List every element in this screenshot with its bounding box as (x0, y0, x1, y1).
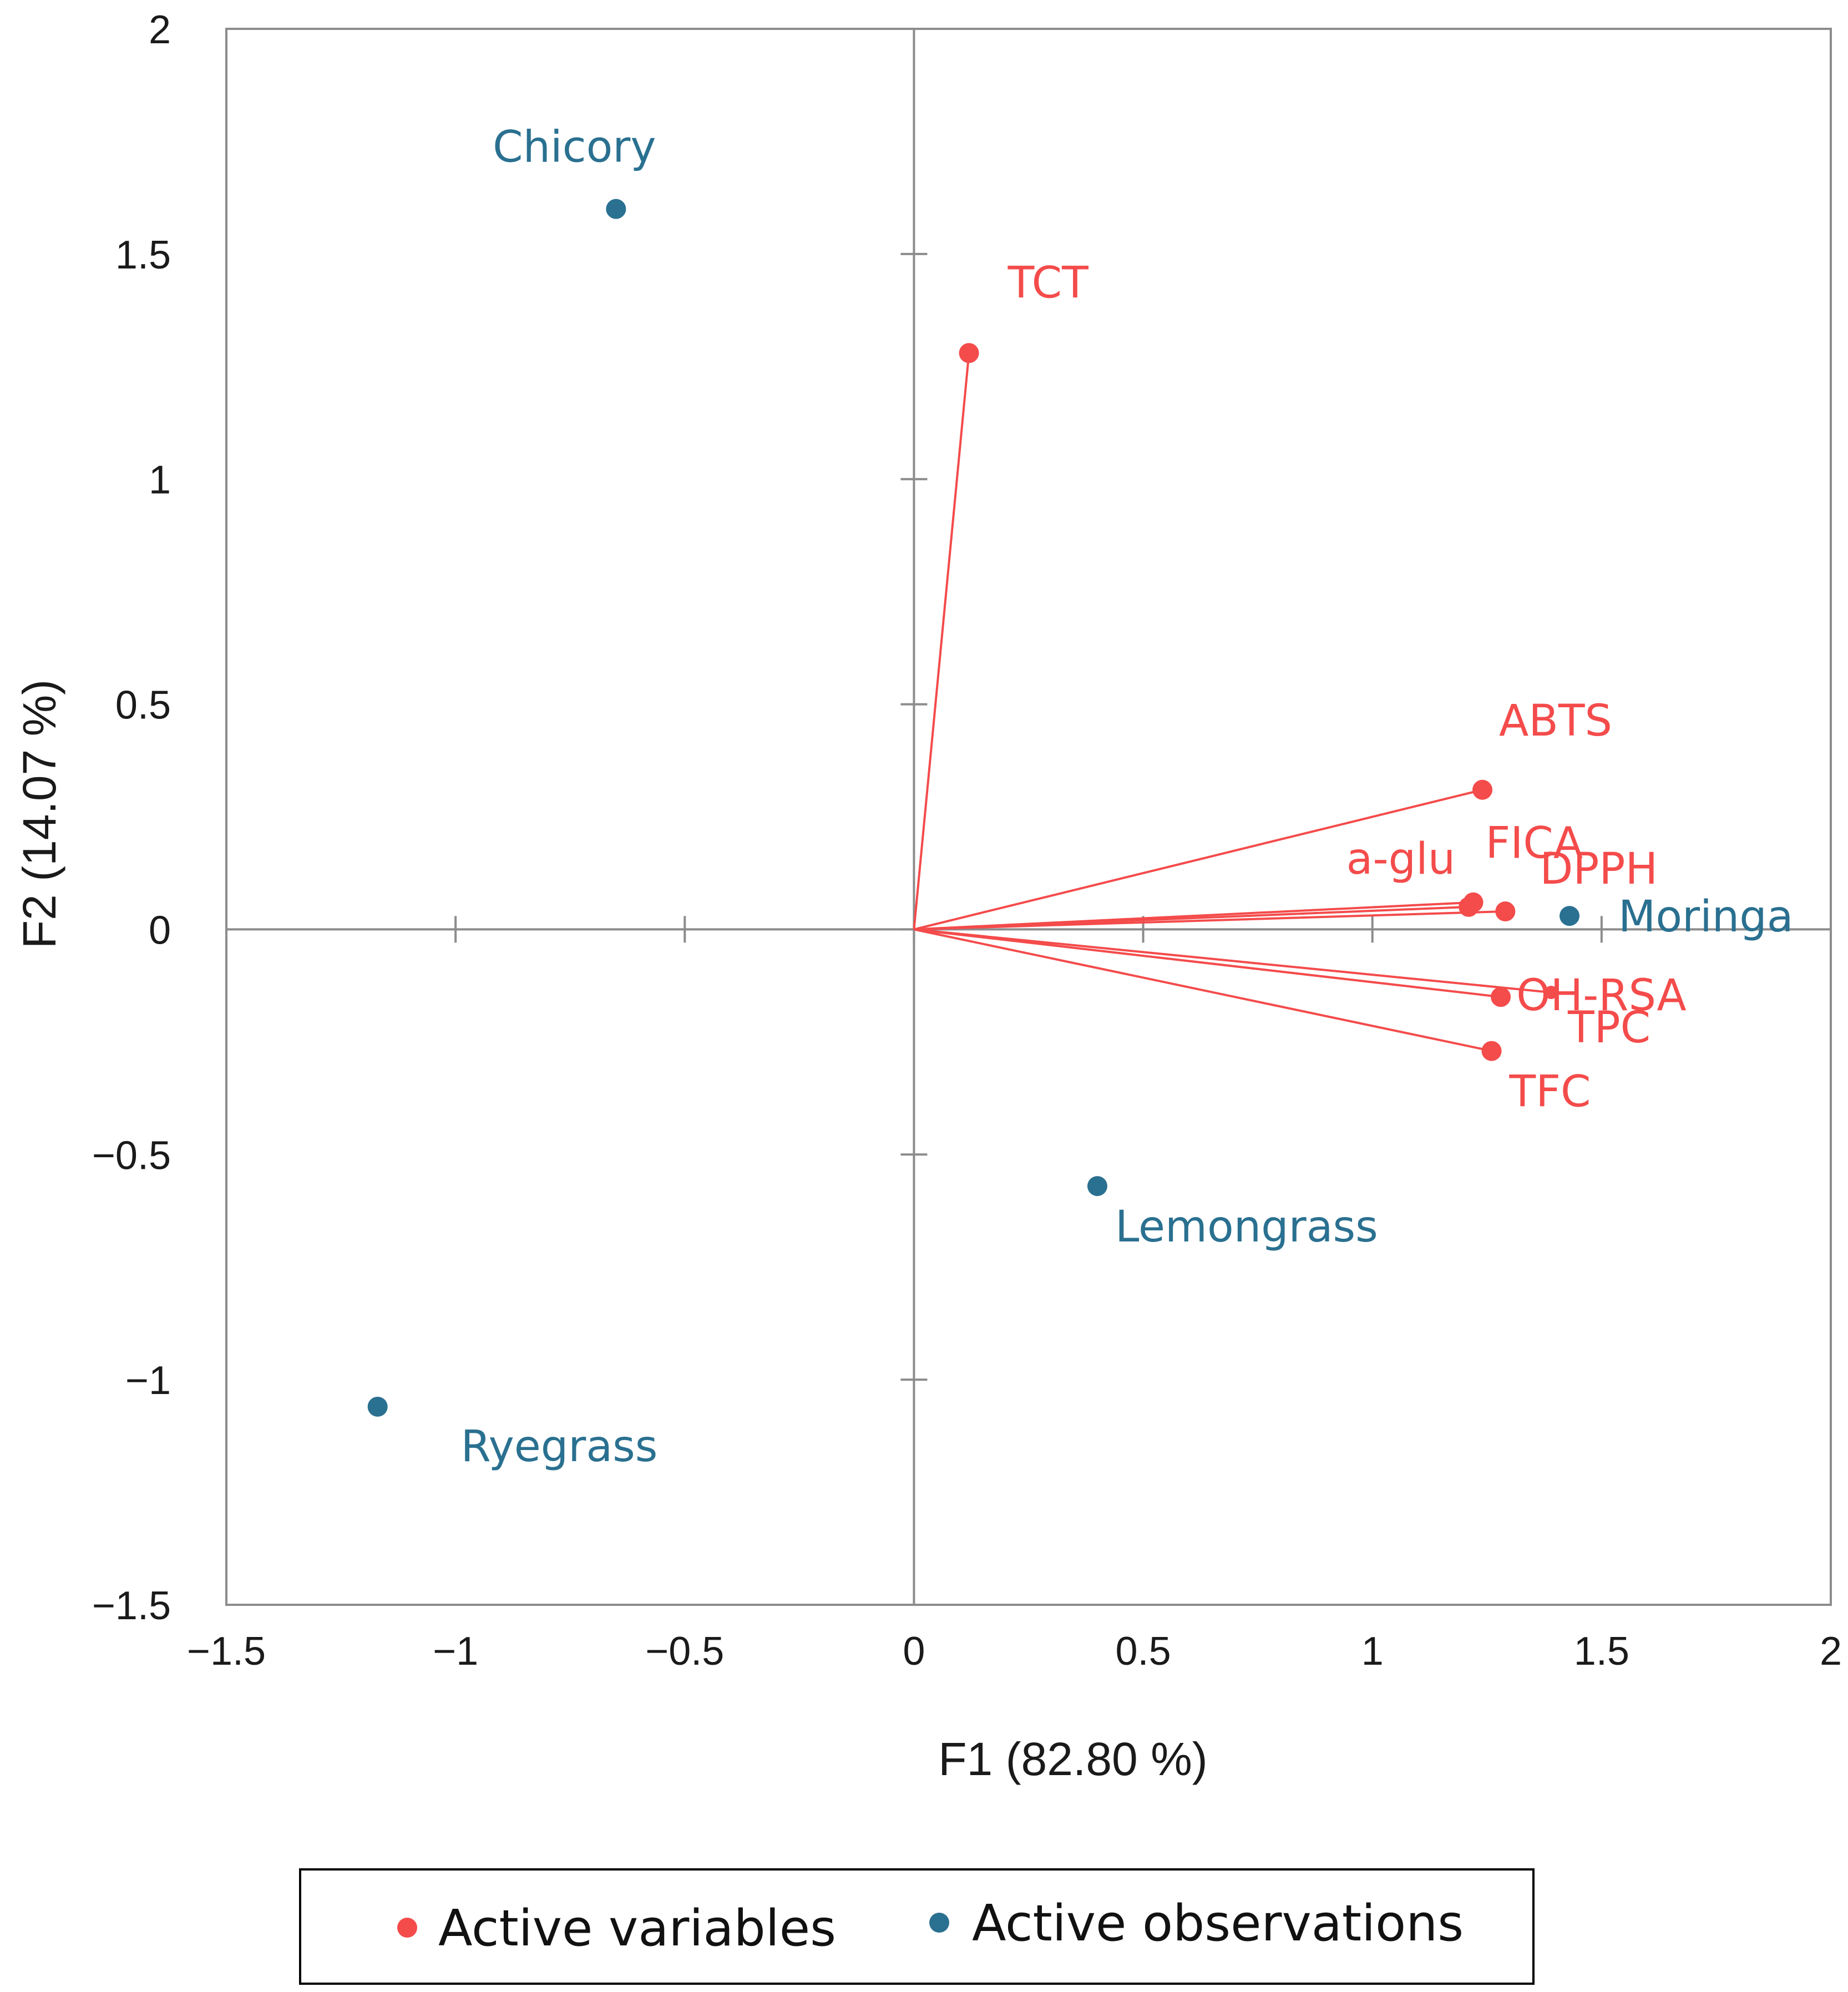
variable-point-tpc (1544, 986, 1558, 1000)
legend-marker-variables (397, 1918, 417, 1938)
x-tick-label: −0.5 (645, 1629, 724, 1674)
legend-label-variables: Active variables (438, 1899, 836, 1958)
label-lemongrass: Lemongrass (1115, 1202, 1378, 1252)
legend: Active variables Active observations (299, 1868, 1535, 1985)
vector-oh-rsa (914, 928, 1501, 998)
data-points (367, 199, 1580, 1417)
variable-point-tfc (1481, 1041, 1502, 1061)
y-tick-label: 1.5 (115, 233, 171, 277)
legend-box (299, 1868, 1535, 1985)
vector-tpc (914, 928, 1552, 994)
y-tick-label: 0.5 (115, 683, 171, 728)
variable-point-oh-rsa (1491, 987, 1511, 1007)
label-moringa: Moringa (1618, 892, 1794, 942)
y-tick-label: −1 (125, 1359, 171, 1403)
plot-frame (225, 28, 1832, 1606)
y-axis-title: F2 (14.07 %) (13, 680, 65, 949)
label-abts: ABTS (1499, 696, 1612, 746)
y-tick-label: −0.5 (92, 1133, 171, 1178)
legend-marker-observations (929, 1913, 949, 1933)
plot-area (225, 28, 1832, 1606)
y-tick-label: 2 (149, 8, 171, 52)
y-tick-label: −1.5 (92, 1584, 171, 1628)
variable-vectors (913, 353, 1552, 1052)
label-chicory: Chicory (493, 123, 656, 173)
label-oh-rsa: OH-RSA (1516, 971, 1687, 1021)
observation-point-chicory (606, 199, 626, 219)
y-tick-label: 1 (149, 458, 171, 503)
vector-tfc (914, 928, 1492, 1052)
x-tick-label: 1 (1361, 1629, 1384, 1674)
legend-label-observations: Active observations (972, 1894, 1464, 1953)
x-axis-title: F1 (82.80 %) (938, 1733, 1208, 1785)
observation-point-lemongrass (1087, 1176, 1107, 1197)
label-tpc: TPC (1567, 1003, 1650, 1053)
observation-point-ryegrass (367, 1396, 388, 1417)
label-ryegrass: Ryegrass (461, 1422, 658, 1472)
x-tick-label: 0 (903, 1629, 925, 1674)
variable-point-a-glu (1459, 896, 1479, 917)
vector-tct (913, 353, 970, 930)
variable-point-abts (1472, 779, 1493, 800)
zero-axes (226, 29, 1831, 1605)
x-tick-label: 1.5 (1574, 1629, 1629, 1674)
label-tct: TCT (1007, 258, 1089, 308)
observation-point-moringa (1560, 906, 1580, 926)
label-tfc: TFC (1509, 1067, 1591, 1117)
label-dpph: DPPH (1540, 844, 1658, 894)
axis-ticks: −1.5 −1 −0.5 0 0.5 1 1.5 2 −1.5 −1 −0.5 0 0.5 1 1.5 2 (92, 8, 1842, 1674)
vector-dpph (914, 910, 1506, 931)
variable-point-dpph (1495, 901, 1516, 921)
x-tick-label: 2 (1820, 1629, 1842, 1674)
x-tick-label: −1.5 (187, 1629, 266, 1674)
variable-point-tct (959, 343, 979, 363)
x-tick-label: 0.5 (1116, 1629, 1171, 1674)
y-tick-label: 0 (149, 908, 171, 952)
label-a-glu: a-glu (1346, 834, 1456, 884)
vector-abts (913, 788, 1483, 931)
x-tick-label: −1 (433, 1629, 478, 1674)
label-fica: FICA (1485, 819, 1583, 869)
